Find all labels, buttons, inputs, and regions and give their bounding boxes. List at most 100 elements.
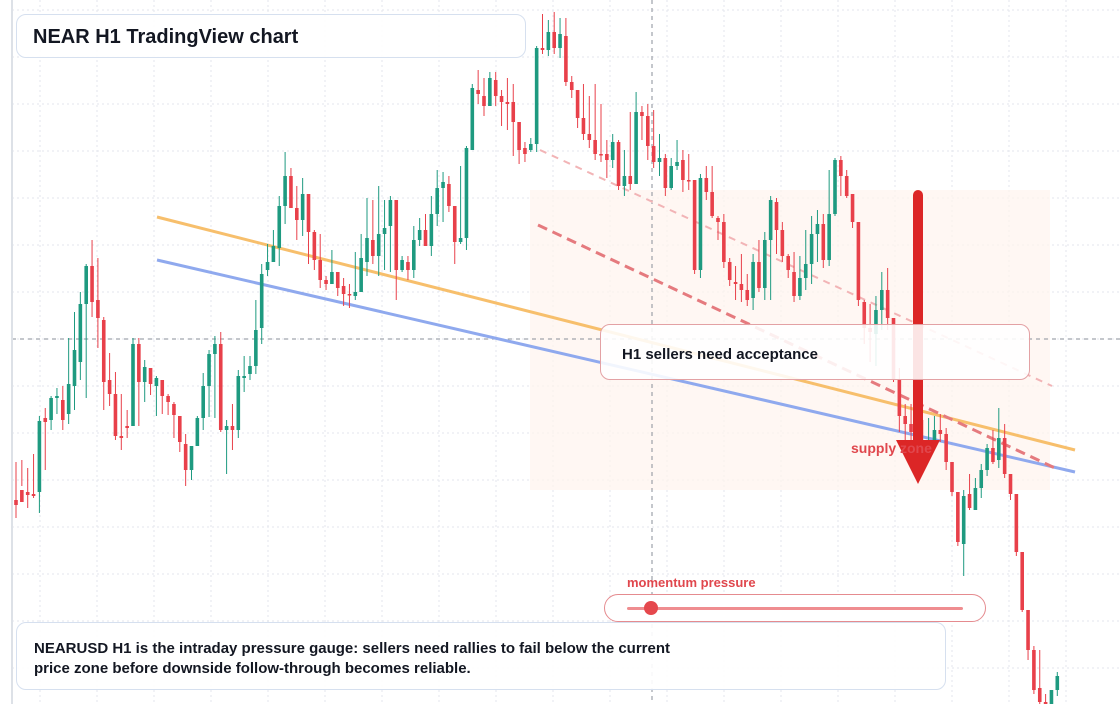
candle xyxy=(669,158,673,190)
candle xyxy=(985,444,989,476)
candle xyxy=(815,210,820,262)
candle xyxy=(657,134,662,176)
candle xyxy=(739,254,744,302)
candle xyxy=(107,353,112,406)
candle xyxy=(330,250,334,284)
candle xyxy=(248,356,252,380)
candle xyxy=(406,256,410,280)
candle xyxy=(569,76,574,98)
candle xyxy=(318,234,322,288)
candle xyxy=(956,492,960,546)
candle xyxy=(423,214,428,246)
momentum-gauge[interactable] xyxy=(604,594,986,622)
candle xyxy=(353,252,358,300)
candle xyxy=(254,300,258,374)
candle xyxy=(49,396,53,430)
candle xyxy=(201,373,205,430)
candle xyxy=(488,72,492,106)
candle xyxy=(1049,690,1054,704)
candle xyxy=(347,284,352,308)
candle xyxy=(768,196,773,300)
candle xyxy=(37,416,42,513)
candle xyxy=(300,178,305,236)
candle xyxy=(259,264,264,344)
candlesticks xyxy=(14,12,1060,704)
candle xyxy=(218,332,223,432)
candle xyxy=(686,154,691,190)
candle xyxy=(967,474,972,510)
candle xyxy=(745,274,750,306)
candle xyxy=(1032,646,1036,694)
candle xyxy=(66,338,71,424)
candle xyxy=(1055,672,1060,696)
candle xyxy=(324,276,328,290)
candle xyxy=(593,84,597,160)
candle xyxy=(376,186,381,276)
candle xyxy=(575,90,580,128)
candle xyxy=(979,464,984,498)
candle xyxy=(306,194,311,264)
candle xyxy=(137,338,141,426)
candle xyxy=(20,460,24,502)
candle xyxy=(938,414,943,442)
candle xyxy=(505,78,510,130)
candle xyxy=(909,404,913,440)
candle xyxy=(78,292,83,380)
candle xyxy=(698,174,703,278)
candle xyxy=(84,264,88,398)
candle xyxy=(394,200,399,300)
candle xyxy=(722,214,726,268)
candle xyxy=(581,84,586,140)
candle xyxy=(90,240,94,317)
candle xyxy=(441,172,445,222)
candle xyxy=(55,388,59,414)
candle xyxy=(599,104,603,162)
candle xyxy=(335,272,340,296)
candle xyxy=(236,370,241,438)
candle xyxy=(880,272,884,330)
candle xyxy=(663,154,668,196)
candle xyxy=(1014,494,1019,556)
candle xyxy=(523,142,527,162)
candle xyxy=(1037,650,1042,704)
candle xyxy=(458,166,463,244)
candle xyxy=(125,410,129,438)
candle xyxy=(616,140,621,190)
candle xyxy=(283,152,287,224)
candle xyxy=(31,454,36,498)
candle xyxy=(564,18,568,86)
candle xyxy=(388,196,393,272)
candle xyxy=(961,490,966,576)
momentum-label: momentum pressure xyxy=(627,575,756,590)
candle xyxy=(417,218,422,246)
footer-text: NEARUSD H1 is the intraday pressure gaug… xyxy=(34,640,671,677)
supply-zone-label: supply zone xyxy=(851,440,932,456)
candle xyxy=(786,254,790,278)
candle xyxy=(944,428,948,470)
momentum-knob[interactable] xyxy=(643,601,658,615)
candle xyxy=(482,78,486,116)
candle xyxy=(587,96,592,148)
candle xyxy=(96,258,100,348)
candle xyxy=(195,416,200,446)
candle xyxy=(850,194,855,228)
candle xyxy=(646,104,650,160)
candle xyxy=(792,252,796,302)
candle xyxy=(1020,552,1024,612)
candle xyxy=(435,170,439,226)
candle xyxy=(412,226,416,278)
candle xyxy=(213,336,217,418)
candle xyxy=(365,198,369,276)
candle xyxy=(839,156,843,196)
candle xyxy=(224,420,229,474)
candle xyxy=(833,158,837,216)
candle xyxy=(382,200,387,270)
candle xyxy=(61,386,65,430)
candle xyxy=(681,150,685,192)
candle xyxy=(499,90,504,126)
candle xyxy=(312,230,317,270)
candle xyxy=(400,256,404,272)
acceptance-text: H1 sellers need acceptance xyxy=(622,346,818,363)
candle xyxy=(1026,610,1030,660)
candle xyxy=(511,84,516,156)
